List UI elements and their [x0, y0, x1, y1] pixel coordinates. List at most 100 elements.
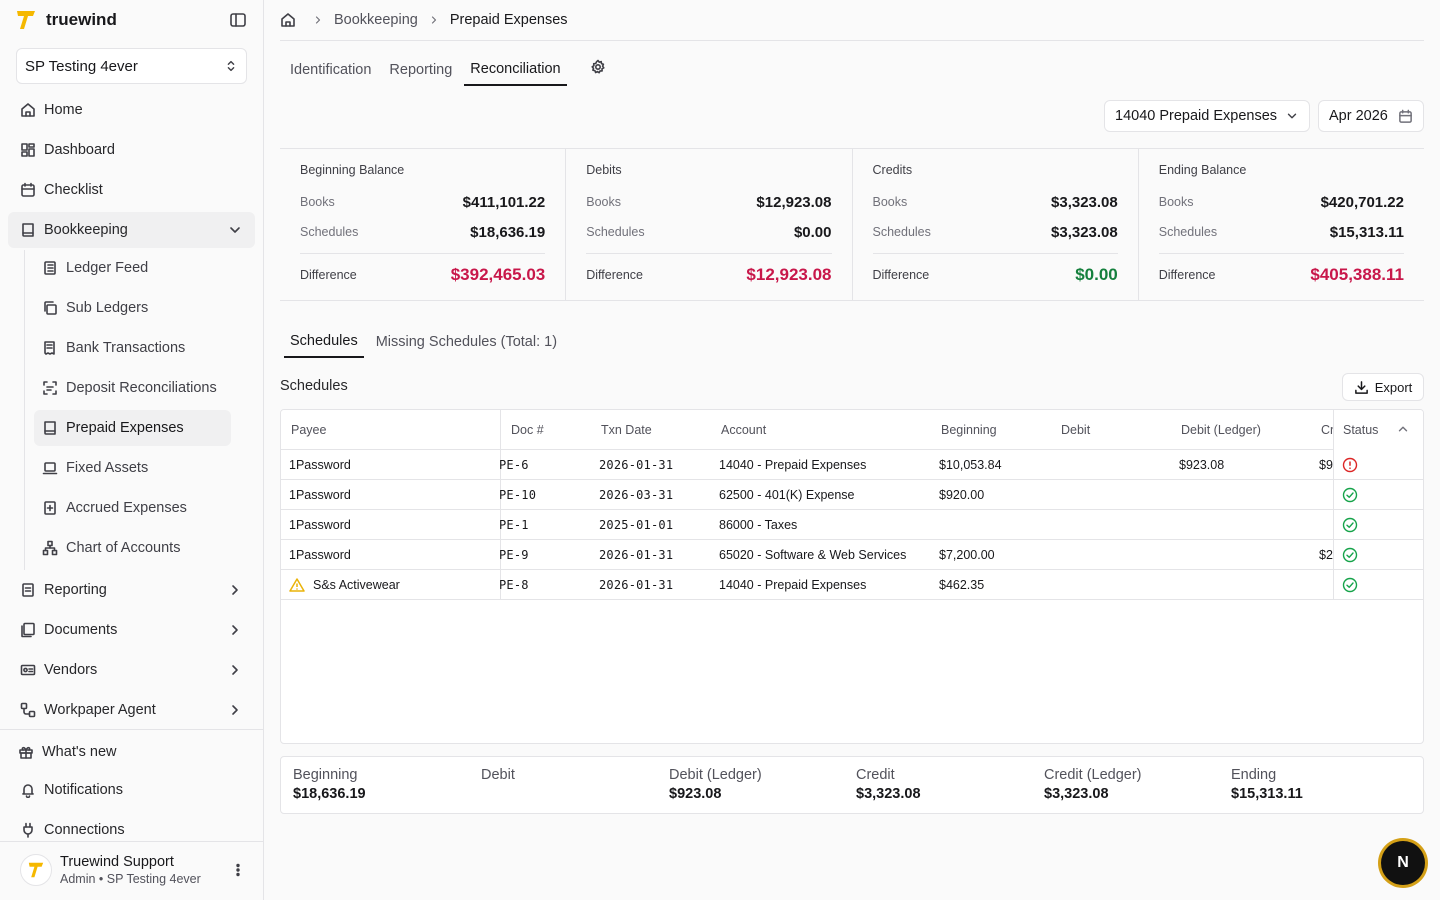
nav-reporting[interactable]: Reporting: [8, 572, 255, 608]
nav-deposit-reconciliations-label: Deposit Reconciliations: [66, 380, 217, 396]
cell-beginning: $462.35: [939, 578, 985, 592]
table-row[interactable]: S&s Activewear PE-8 2026-01-31 14040 - Prep…: [281, 570, 1423, 600]
brand[interactable]: truewind: [16, 8, 117, 32]
org-selector[interactable]: SP Testing 4ever: [16, 48, 247, 84]
difference-value: $392,465.03: [450, 265, 546, 284]
col-status[interactable]: Status: [1343, 423, 1379, 437]
total-beginning: Beginning $18,636.19: [293, 767, 366, 802]
chevron-right-icon: [227, 582, 243, 598]
breadcrumb-bookkeeping[interactable]: Bookkeeping: [334, 12, 418, 28]
alert-circle-icon: [1342, 457, 1358, 473]
summary-card: Ending Balance Books $420,701.22 Schedules $…: [1139, 149, 1424, 300]
col-credit[interactable]: Cr: [1321, 423, 1333, 437]
schedules-value: $18,636.19: [470, 223, 546, 241]
total-label: Credit: [856, 767, 895, 783]
nav-documents[interactable]: Documents: [8, 612, 255, 648]
nav-home-label: Home: [44, 102, 83, 118]
nav-vendors[interactable]: Vendors: [8, 652, 255, 688]
col-doc[interactable]: Doc #: [511, 423, 544, 437]
settings-gear-icon[interactable]: [590, 59, 608, 77]
account-select[interactable]: 14040 Prepaid Expenses: [1104, 100, 1310, 132]
cell-credit-clipped: [1319, 480, 1333, 510]
more-vertical-icon[interactable]: [230, 862, 246, 878]
nav-documents-label: Documents: [44, 622, 118, 638]
calendar-check-icon: [20, 182, 36, 198]
difference-label: Difference: [586, 268, 643, 282]
table-row[interactable]: 1Password PE-10 2026-03-31 62500 - 401(K) E…: [281, 480, 1423, 510]
table-row[interactable]: 1Password PE-6 2026-01-31 14040 - Prepaid E…: [281, 450, 1423, 480]
nav-fixed-assets[interactable]: Fixed Assets: [34, 450, 231, 486]
avatar: [20, 854, 52, 886]
cell-doc: PE-9: [499, 548, 529, 562]
nav-checklist[interactable]: Checklist: [8, 172, 255, 208]
col-debit-ledger[interactable]: Debit (Ledger): [1181, 423, 1261, 437]
nav-bank-transactions[interactable]: Bank Transactions: [34, 330, 231, 366]
nav-accrued-expenses[interactable]: Accrued Expenses: [34, 490, 231, 526]
books-label: Books: [300, 195, 335, 209]
schedules-label: Schedules: [586, 225, 645, 239]
schedule-tabs: Schedules Missing Schedules (Total: 1): [284, 326, 563, 358]
total-credit-ledger: Credit (Ledger) $3,323.08: [1044, 767, 1142, 802]
cell-doc: PE-6: [499, 458, 529, 472]
assistant-fab[interactable]: N: [1381, 841, 1425, 885]
sidebar-toggle-icon[interactable]: [229, 11, 247, 29]
nav-whats-new[interactable]: What's new: [6, 734, 253, 770]
schedules-label: Schedules: [872, 225, 931, 239]
tab-identification[interactable]: Identification: [290, 62, 372, 78]
nav-workpaper-agent-label: Workpaper Agent: [44, 702, 156, 718]
books-label: Books: [586, 195, 621, 209]
home-icon[interactable]: [280, 12, 296, 28]
summary-card: Credits Books $3,323.08 Schedules $3,323.08 D…: [853, 149, 1139, 300]
col-account[interactable]: Account: [721, 423, 767, 437]
cell-debit: [1059, 480, 1169, 510]
nav-home[interactable]: Home: [8, 92, 255, 128]
nav-connections[interactable]: Connections: [8, 812, 255, 848]
col-txn-date[interactable]: Txn Date: [601, 423, 652, 437]
documents-icon: [20, 622, 36, 638]
nav-accrued-expenses-label: Accrued Expenses: [66, 500, 187, 516]
period-picker[interactable]: Apr 2026: [1318, 100, 1424, 132]
cell-beginning: $10,053.84: [939, 458, 1002, 472]
tab-schedules[interactable]: Schedules: [284, 326, 364, 358]
section-title: Schedules: [280, 378, 348, 394]
nav-deposit-reconciliations[interactable]: Deposit Reconciliations: [34, 370, 231, 406]
cell-date: 2026-01-31: [599, 578, 674, 592]
tab-reconciliation[interactable]: Reconciliation: [464, 54, 567, 86]
nav-dashboard[interactable]: Dashboard: [8, 132, 255, 168]
cell-date: 2026-03-31: [599, 488, 674, 502]
chevron-down-icon: [1285, 109, 1299, 123]
schedules-value: $15,313.11: [1329, 223, 1404, 241]
nav-ledger-feed[interactable]: Ledger Feed: [34, 250, 231, 286]
cell-account: 62500 - 401(K) Expense: [719, 488, 855, 502]
breadcrumb-current: Prepaid Expenses: [449, 12, 568, 28]
nav-sub-ledgers[interactable]: Sub Ledgers: [34, 290, 231, 326]
user-card[interactable]: Truewind Support Admin • SP Testing 4eve…: [20, 852, 250, 888]
check-circle-icon: [1342, 547, 1358, 563]
summary-card: Debits Books $12,923.08 Schedules $0.00 Diffe…: [566, 149, 853, 300]
cell-account: 14040 - Prepaid Expenses: [719, 578, 867, 592]
table-row[interactable]: 1Password PE-1 2025-01-01 86000 - Taxes: [281, 510, 1423, 540]
col-beginning[interactable]: Beginning: [941, 423, 997, 437]
cell-debit-ledger: [1179, 570, 1309, 600]
id-card-icon: [20, 662, 36, 678]
col-payee[interactable]: Payee: [291, 423, 327, 437]
nav-notifications[interactable]: Notifications: [8, 772, 255, 808]
nav-prepaid-expenses[interactable]: Prepaid Expenses: [34, 410, 231, 446]
export-button[interactable]: Export: [1342, 373, 1424, 401]
user-role: Admin • SP Testing 4ever: [60, 872, 201, 886]
nav-checklist-label: Checklist: [44, 182, 103, 198]
reconciliation-summary: Beginning Balance Books $411,101.22 Schedul…: [280, 148, 1424, 301]
cell-beginning: [939, 510, 1049, 540]
total-value: $923.08: [669, 786, 722, 802]
nav-workpaper-agent[interactable]: Workpaper Agent: [8, 692, 255, 728]
nav-chart-of-accounts[interactable]: Chart of Accounts: [34, 530, 231, 566]
row-divider: [1334, 479, 1423, 480]
table-row[interactable]: 1Password PE-9 2026-01-31 65020 - Software …: [281, 540, 1423, 570]
tab-reporting[interactable]: Reporting: [389, 62, 453, 78]
total-debit-ledger: Debit (Ledger) $923.08: [669, 767, 762, 802]
chevron-up-icon[interactable]: [1396, 422, 1410, 436]
fab-label: N: [1397, 854, 1409, 871]
col-debit[interactable]: Debit: [1061, 423, 1091, 437]
nav-bookkeeping[interactable]: Bookkeeping: [8, 212, 255, 248]
tab-missing-schedules[interactable]: Missing Schedules (Total: 1): [375, 334, 558, 350]
